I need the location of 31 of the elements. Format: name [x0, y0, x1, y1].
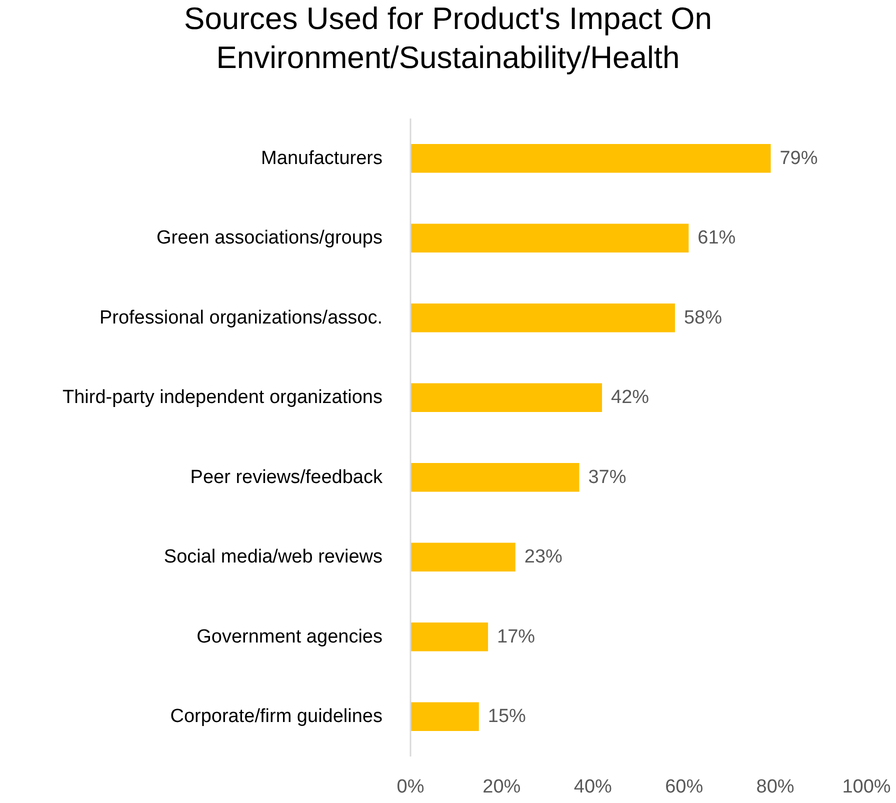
- bar: [410, 383, 602, 412]
- data-label: 79%: [780, 148, 818, 169]
- data-label: 37%: [588, 466, 626, 488]
- y-tick-label: Manufacturers: [261, 148, 383, 169]
- bar: [410, 622, 488, 652]
- bar: [410, 542, 516, 572]
- data-label: 15%: [488, 706, 526, 728]
- x-tick-label: 80%: [756, 776, 794, 798]
- bar: [410, 463, 580, 492]
- data-label: 58%: [684, 307, 722, 328]
- y-tick-label: Social media/web reviews: [164, 546, 382, 568]
- bar: [410, 304, 675, 332]
- data-label: 23%: [524, 546, 563, 568]
- x-tick-label: 100%: [842, 776, 891, 798]
- x-tick-label: 20%: [482, 776, 521, 798]
- chart-title: Sources Used for Product's Impact On Environment/Sustainability/Health: [183, 0, 713, 77]
- y-tick-label: Corporate/firm guidelines: [170, 706, 382, 728]
- bar: [410, 702, 479, 731]
- data-label: 42%: [611, 387, 650, 408]
- bar: [410, 224, 689, 252]
- data-label: 17%: [497, 626, 536, 648]
- y-tick-label: Government agencies: [196, 626, 383, 648]
- y-tick-label: Third-party independent organizations: [62, 387, 382, 408]
- x-tick-label: 40%: [574, 776, 612, 798]
- bar: [410, 144, 771, 173]
- y-tick-label: Peer reviews/feedback: [190, 466, 383, 488]
- y-tick-label: Green associations/groups: [156, 228, 382, 249]
- x-tick-label: 0%: [396, 776, 424, 798]
- x-tick-label: 60%: [665, 776, 704, 798]
- data-label: 61%: [698, 228, 736, 249]
- y-tick-label: Professional organizations/assoc.: [99, 307, 383, 328]
